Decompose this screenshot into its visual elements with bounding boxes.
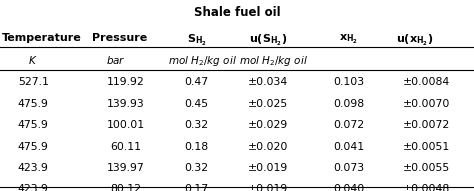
Text: 139.93: 139.93: [107, 99, 145, 109]
Text: Pressure: Pressure: [92, 33, 148, 43]
Text: ±0.0051: ±0.0051: [403, 142, 450, 151]
Text: 0.103: 0.103: [333, 77, 364, 87]
Text: 0.072: 0.072: [333, 120, 364, 130]
Text: ±0.0072: ±0.0072: [403, 120, 450, 130]
Text: 0.45: 0.45: [185, 99, 209, 109]
Text: 0.32: 0.32: [185, 120, 209, 130]
Text: 527.1: 527.1: [18, 77, 49, 87]
Text: 475.9: 475.9: [18, 120, 49, 130]
Text: 60.11: 60.11: [110, 142, 141, 151]
Text: 0.073: 0.073: [333, 163, 364, 173]
Text: ±0.019: ±0.019: [248, 163, 288, 173]
Text: 0.040: 0.040: [333, 184, 364, 191]
Text: ±0.0084: ±0.0084: [403, 77, 450, 87]
Text: 475.9: 475.9: [18, 99, 49, 109]
Text: ±0.019: ±0.019: [248, 184, 288, 191]
Text: 423.9: 423.9: [18, 184, 49, 191]
Text: $\bf{u(x}$$_{\bf{H_2}}\bf{)}$: $\bf{u(x}$$_{\bf{H_2}}\bf{)}$: [396, 33, 433, 49]
Text: $mol\ H_2/kg\ oil$: $mol\ H_2/kg\ oil$: [168, 54, 237, 68]
Text: ±0.029: ±0.029: [248, 120, 288, 130]
Text: 0.18: 0.18: [185, 142, 209, 151]
Text: 423.9: 423.9: [18, 163, 49, 173]
Text: 80.12: 80.12: [110, 184, 141, 191]
Text: ±0.0070: ±0.0070: [403, 99, 450, 109]
Text: ±0.0055: ±0.0055: [403, 163, 450, 173]
Text: 119.92: 119.92: [107, 77, 145, 87]
Text: 0.041: 0.041: [333, 142, 364, 151]
Text: ±0.0048: ±0.0048: [403, 184, 450, 191]
Text: 0.17: 0.17: [185, 184, 209, 191]
Text: $\bf{x}$$_{\bf{H_2}}$: $\bf{x}$$_{\bf{H_2}}$: [339, 33, 358, 46]
Text: 139.97: 139.97: [107, 163, 145, 173]
Text: $mol\ H_2/kg\ oil$: $mol\ H_2/kg\ oil$: [239, 54, 308, 68]
Text: ±0.025: ±0.025: [248, 99, 288, 109]
Text: $K$: $K$: [28, 54, 38, 66]
Text: $\bf{S}$$_{\bf{H_2}}$: $\bf{S}$$_{\bf{H_2}}$: [187, 33, 207, 49]
Text: 100.01: 100.01: [107, 120, 145, 130]
Text: 0.098: 0.098: [333, 99, 364, 109]
Text: ±0.034: ±0.034: [248, 77, 288, 87]
Text: ±0.020: ±0.020: [247, 142, 288, 151]
Text: $bar$: $bar$: [106, 54, 126, 66]
Text: 475.9: 475.9: [18, 142, 49, 151]
Text: Temperature: Temperature: [2, 33, 82, 43]
Text: 0.32: 0.32: [185, 163, 209, 173]
Text: Shale fuel oil: Shale fuel oil: [194, 6, 280, 19]
Text: 0.47: 0.47: [185, 77, 209, 87]
Text: $\bf{u(S}$$_{\bf{H_2}}\bf{)}$: $\bf{u(S}$$_{\bf{H_2}}\bf{)}$: [249, 33, 287, 49]
